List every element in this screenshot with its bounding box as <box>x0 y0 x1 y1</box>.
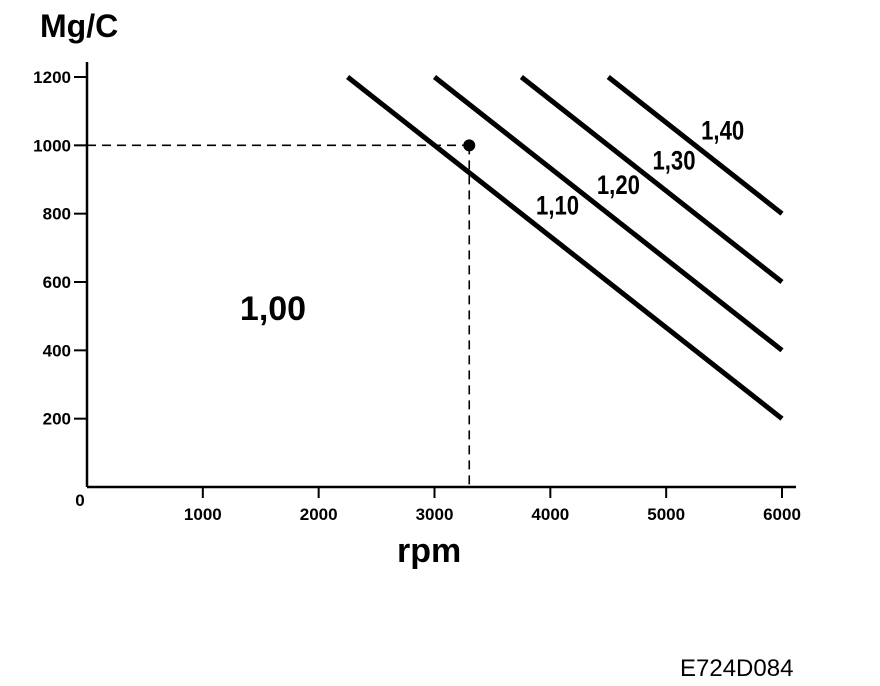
series-line <box>346 75 784 421</box>
x-tick-label: 3000 <box>416 505 454 524</box>
y-tick-label: 200 <box>43 410 71 429</box>
y-axis-label: Mg/C <box>40 8 119 44</box>
x-tick-label: 1000 <box>184 505 222 524</box>
series-label: 1,40 <box>701 116 744 146</box>
series-line <box>519 75 784 284</box>
x-axis-label: rpm <box>397 532 462 570</box>
x-tick-label: 4000 <box>531 505 569 524</box>
y-axis-ticks: 200 400 600 800 1000 1200 <box>33 68 87 429</box>
y-tick-label: 1200 <box>33 68 71 87</box>
origin-label: 0 <box>75 491 84 510</box>
y-tick-label: 600 <box>43 273 71 292</box>
x-axis-ticks: 0 1000 2000 3000 4000 5000 6000 <box>75 487 801 524</box>
figure-code: E724D084 <box>680 655 794 682</box>
series-line <box>606 75 784 216</box>
y-tick-label: 1000 <box>33 136 71 155</box>
axes <box>85 62 796 489</box>
series-lines <box>346 75 784 421</box>
series-label: 1,10 <box>536 192 579 222</box>
reference-guides <box>87 144 471 487</box>
x-tick-label: 2000 <box>300 505 338 524</box>
region-label: 1,00 <box>240 290 306 328</box>
y-tick-label: 800 <box>43 205 71 224</box>
y-tick-label: 400 <box>43 341 71 360</box>
series-label: 1,30 <box>652 146 695 176</box>
marker-dot <box>463 139 476 152</box>
x-tick-label: 6000 <box>763 505 801 524</box>
marker-group <box>463 139 476 152</box>
series-line <box>432 75 784 353</box>
series-label: 1,20 <box>597 171 640 201</box>
region-label-group: 1,00 <box>240 290 306 328</box>
series-labels: 1,10 1,20 1,301,40 <box>536 116 744 221</box>
x-tick-label: 5000 <box>647 505 685 524</box>
